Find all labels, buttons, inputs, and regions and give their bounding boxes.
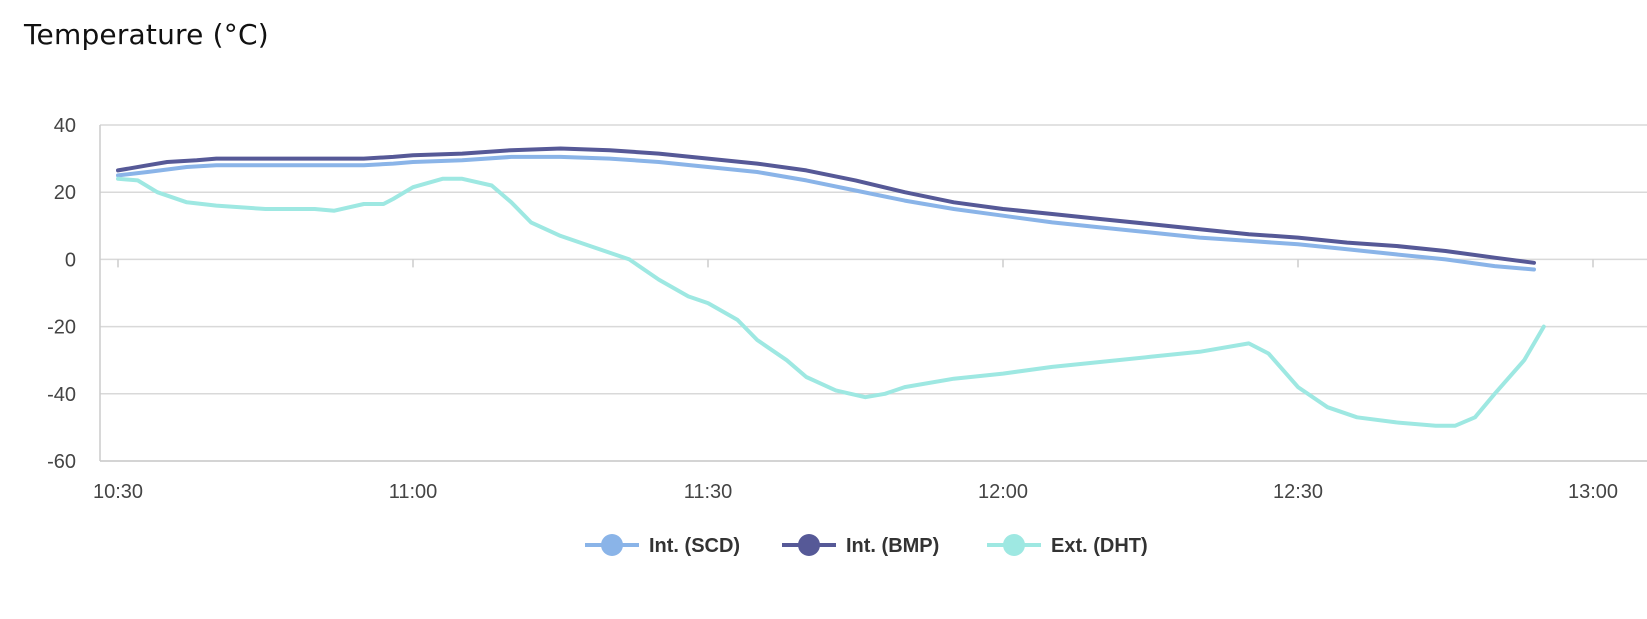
series-line-1 bbox=[116, 154, 1536, 272]
legend-item-1[interactable]: Int. (SCD) bbox=[585, 534, 740, 557]
axes: 40 20 0 -20 -40 -60 10:30 11:00 11:30 12:00 12:30 1… bbox=[47, 115, 1647, 503]
legend-marker bbox=[798, 534, 820, 556]
legend-marker bbox=[1003, 534, 1025, 556]
legend-label: Int. (BMP) bbox=[846, 535, 939, 557]
legend-item-2[interactable]: Int. (BMP) bbox=[782, 534, 939, 557]
y-tick-label: 0 bbox=[65, 249, 76, 271]
x-tick-label: 13:00 bbox=[1568, 481, 1618, 503]
x-tick-label: 11:00 bbox=[389, 481, 438, 503]
y-tick-label: 20 bbox=[54, 182, 76, 204]
series-line-2 bbox=[116, 146, 1536, 265]
legend: Int. (SCD) Int. (BMP) Ext. (DHT) bbox=[585, 534, 1148, 557]
series-lines bbox=[116, 146, 1546, 428]
legend-label: Ext. (DHT) bbox=[1051, 535, 1148, 557]
x-tick-label: 12:00 bbox=[978, 481, 1028, 503]
x-tick-label: 11:30 bbox=[684, 481, 733, 503]
x-tick-label: 10:30 bbox=[93, 481, 143, 503]
legend-marker bbox=[601, 534, 623, 556]
chart-title: Temperature (°C) bbox=[24, 18, 269, 51]
y-tick-label: -60 bbox=[47, 451, 76, 473]
series-line-3 bbox=[116, 176, 1546, 428]
legend-item-3[interactable]: Ext. (DHT) bbox=[987, 534, 1148, 557]
y-tick-label: -40 bbox=[47, 384, 76, 406]
legend-label: Int. (SCD) bbox=[649, 535, 740, 557]
grid-lines bbox=[100, 124, 1647, 462]
x-tick-label: 12:30 bbox=[1273, 481, 1323, 503]
y-tick-label: 40 bbox=[54, 115, 76, 137]
y-tick-label: -20 bbox=[47, 317, 76, 339]
